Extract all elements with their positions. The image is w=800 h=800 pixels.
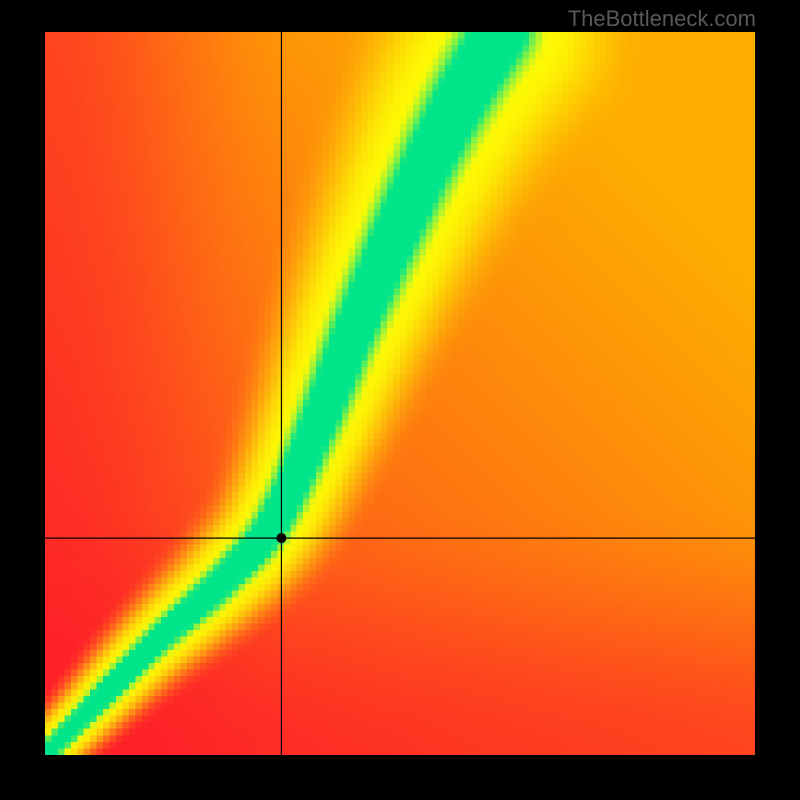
watermark-text: TheBottleneck.com [568, 6, 756, 32]
chart-container: TheBottleneck.com [0, 0, 800, 800]
bottleneck-heatmap [45, 32, 755, 755]
